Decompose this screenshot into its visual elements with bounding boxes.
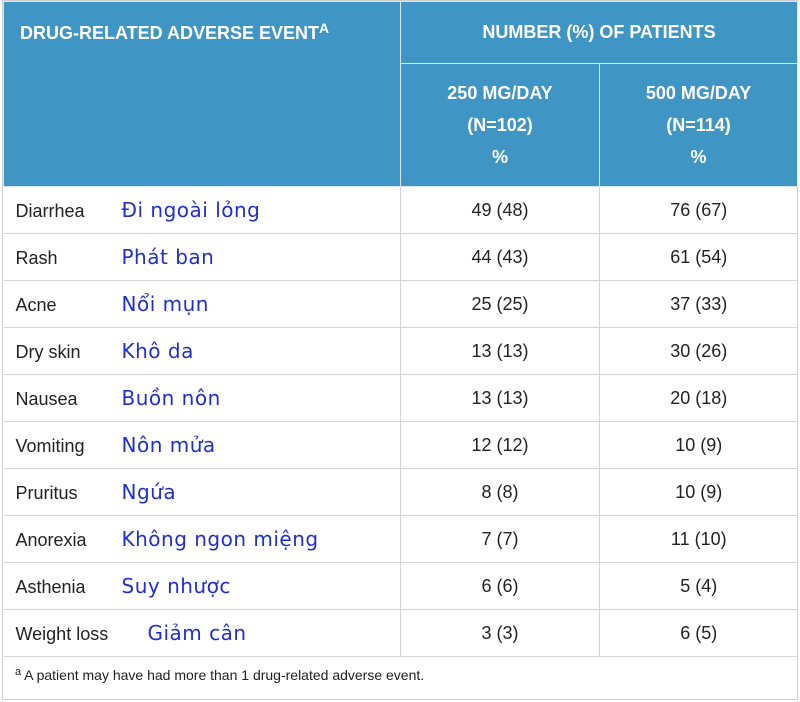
event-translation: Không ngon miệng [121,527,319,551]
event-cell: Acne Nổi mụn [3,280,401,328]
dose-500-percent: % [690,147,707,168]
dose-500-value: 6 (5) [598,609,798,657]
dose-500-value: 11 (10) [598,515,798,563]
dose-250-value: 13 (13) [400,374,600,422]
dose-250-value: 6 (6) [400,562,600,610]
event-name: Nausea [15,389,78,409]
dose-500-label: 500 MG/DAY [645,83,752,104]
dose-250-value: 49 (48) [400,186,600,234]
dose-500-value: 20 (18) [598,374,798,422]
dose-250-value: 3 (3) [400,609,600,657]
dose-500-value: 37 (33) [598,280,798,328]
event-cell: Rash Phát ban [3,233,401,281]
event-cell: Diarrhea Đi ngoài lỏng [3,186,401,234]
dose-250-header: 250 MG/DAY (N=102) % [400,63,600,187]
dose-500-value: 5 (4) [598,562,798,610]
event-cell: Pruritus Ngứa [3,468,401,516]
event-translation: Giảm cân [147,621,247,645]
dose-250-value: 13 (13) [400,327,600,375]
dose-250-value: 7 (7) [400,515,600,563]
event-name: Acne [15,295,57,315]
event-name: Vomiting [15,436,85,456]
dose-250-value: 44 (43) [400,233,600,281]
table-row: Asthenia Suy nhược 6 (6) 5 (4) [3,562,798,610]
table-body: Diarrhea Đi ngoài lỏng 49 (48) 76 (67) Ra… [3,186,798,657]
event-cell: Vomiting Nôn mửa [3,421,401,469]
event-name: Anorexia [15,530,87,550]
dose-500-n: (N=114) [666,115,731,136]
adverse-event-table: DRUG-RELATED ADVERSE EVENTA NUMBER (%) O… [3,0,799,657]
dose-500-value: 10 (9) [598,468,798,516]
dose-250-value: 8 (8) [400,468,600,516]
dose-250-percent: % [491,147,508,168]
event-translation: Khô da [121,339,194,363]
event-translation: Ngứa [121,480,177,504]
event-name: Dry skin [15,342,81,362]
event-column-header: DRUG-RELATED ADVERSE EVENTA [3,1,401,187]
event-translation: Suy nhược [121,574,231,598]
dose-500-header: 500 MG/DAY (N=114) % [598,63,799,187]
event-translation: Buồn nôn [121,386,221,410]
event-cell: Dry skin Khô da [3,327,401,375]
event-name: Diarrhea [15,201,85,221]
footnote-text: A patient may have had more than 1 drug-… [24,667,425,683]
table-row: Dry skin Khô da 13 (13) 30 (26) [3,327,798,375]
dose-500-value: 61 (54) [598,233,798,281]
table-row: Pruritus Ngứa 8 (8) 10 (9) [3,468,798,516]
event-name: Pruritus [15,483,78,503]
event-name: Weight loss [15,624,109,644]
event-translation: Phát ban [121,245,215,269]
table-row: Weight loss Giảm cân 3 (3) 6 (5) [3,609,798,657]
table-row: Diarrhea Đi ngoài lỏng 49 (48) 76 (67) [3,186,798,234]
table-row: Vomiting Nôn mửa 12 (12) 10 (9) [3,421,798,469]
event-column-footnote-marker: A [319,20,330,36]
dose-250-label: 250 MG/DAY [447,83,553,104]
table-header: DRUG-RELATED ADVERSE EVENTA NUMBER (%) O… [3,0,799,187]
event-cell: Asthenia Suy nhược [3,562,401,610]
table-row: Anorexia Không ngon miệng 7 (7) 11 (10) [3,515,798,563]
patients-group-header: NUMBER (%) OF PATIENTS [399,0,799,65]
event-name: Rash [15,248,58,268]
event-cell: Anorexia Không ngon miệng [3,515,401,563]
event-translation: Đi ngoài lỏng [121,198,261,222]
table-row: Rash Phát ban 44 (43) 61 (54) [3,233,798,281]
event-cell: Weight loss Giảm cân [3,609,401,657]
event-column-title: DRUG-RELATED ADVERSE EVENT [20,23,320,43]
table-row: Nausea Buồn nôn 13 (13) 20 (18) [3,374,798,422]
event-name: Asthenia [15,577,86,597]
dose-250-value: 12 (12) [400,421,600,469]
event-cell: Nausea Buồn nôn [3,374,401,422]
event-translation: Nôn mửa [121,433,216,457]
dose-250-n: (N=102) [467,115,533,136]
dose-500-value: 10 (9) [598,421,798,469]
footnote-marker: a [15,666,22,678]
table-row: Acne Nổi mụn 25 (25) 37 (33) [3,280,798,328]
dose-500-value: 76 (67) [598,186,798,234]
dose-500-value: 30 (26) [598,327,798,375]
event-translation: Nổi mụn [121,292,209,316]
dose-250-value: 25 (25) [400,280,600,328]
